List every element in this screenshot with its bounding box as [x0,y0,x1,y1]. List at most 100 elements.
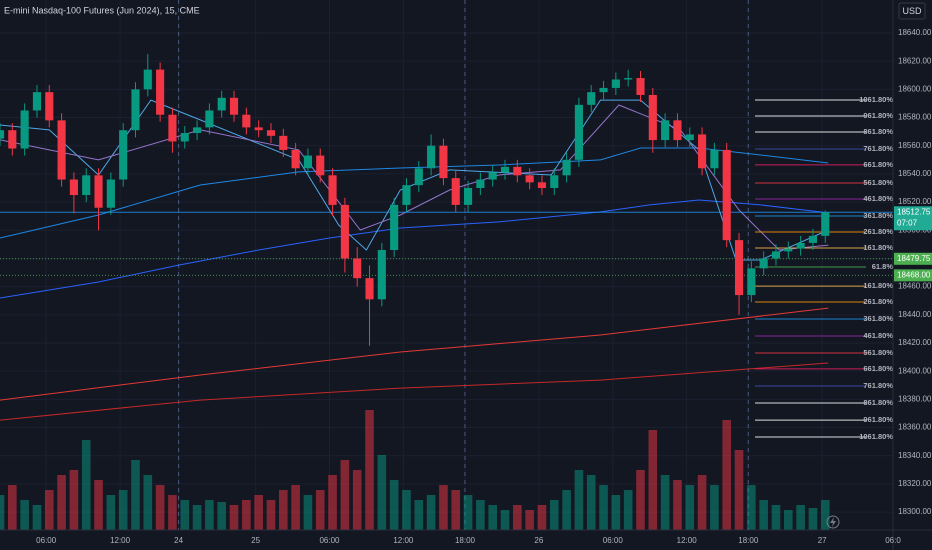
currency-button[interactable] [898,2,926,20]
y-tick-label: 18360.00 [898,423,932,432]
volume-bar [599,485,608,530]
candle-body [69,179,78,196]
volume-bar [476,500,485,530]
candle-body [242,114,251,128]
volume-bar [377,455,387,530]
volume-bar [710,485,719,530]
fib-label: 761.80% [863,381,893,390]
fib-label: 261.80% [863,297,893,306]
candle-body [808,235,818,243]
volume-bar [414,500,424,530]
volume-bar [242,500,251,530]
fib-label: 461.80% [863,331,893,340]
candle-body [476,179,485,188]
fib-label: 361.80% [863,211,893,220]
candle-body [698,134,707,169]
volume-bar [131,460,140,530]
fib-label: 661.80% [863,364,893,373]
fib-label: 661.80% [863,160,893,169]
candle-body [747,268,756,296]
price-label: 18468.00 [897,270,931,279]
price-label-box [894,252,932,265]
volume-bar [660,475,670,530]
candle-body [722,149,731,241]
volume-bar [192,505,202,530]
volume-bar [722,420,732,530]
candle-body [463,187,473,205]
fib-label: 561.80% [863,348,893,357]
volume-bar [266,500,276,530]
y-tick-label: 18620.00 [898,56,932,65]
volume-bar [747,485,756,530]
candle-body [254,127,263,131]
volume-bar [180,500,190,530]
volume-bar [820,500,830,530]
x-tick-label: 12:00 [393,536,414,545]
volume-bar [402,490,411,530]
volume-bar [562,490,571,530]
candle-body [796,242,805,249]
volume-bar [44,490,54,530]
chart-title: E-mini Nasdaq-100 Futures (Jun 2024), 15… [4,5,200,15]
candle-body [734,240,744,296]
candle-body [143,69,152,90]
candle-body [574,104,583,160]
lightning-icon[interactable] [826,515,840,529]
candle-body [205,110,214,128]
candle-body [710,149,719,169]
volume-bar [8,485,17,530]
y-tick-label: 18300.00 [898,507,932,516]
candle-body [537,182,547,188]
candle-body [427,145,436,169]
candle-body [279,135,288,150]
candle-body [328,175,337,205]
y-tick-label: 18580.00 [898,113,932,122]
candle-body [156,69,165,115]
x-tick-label: 06:0 [885,536,901,545]
volume-bar [278,490,288,530]
candle-body [119,130,128,180]
fib-label: 861.80% [863,127,893,136]
candle-body [402,185,411,205]
volume-bar [155,485,165,530]
candle-body [821,212,830,236]
volume-bar [229,505,239,530]
fib-label: 161.80% [863,281,893,290]
candle-body [8,130,17,149]
y-tick-label: 18540.00 [898,169,932,178]
candle-body [525,175,534,183]
volume-bar [648,430,658,530]
candle-body [193,127,202,134]
volume-bar [69,470,79,530]
volume-bar [439,485,448,530]
x-tick-label: 25 [251,536,260,545]
price-label: 18479.75 [897,254,931,263]
y-tick-label: 18380.00 [898,394,932,403]
x-tick-label: 18:00 [738,536,759,545]
volume-bar [734,450,744,530]
candle-body [636,78,645,95]
volume-bar [759,500,768,530]
y-tick-label: 18600.00 [898,84,932,93]
volume-bar [697,475,707,530]
candle-body [648,94,657,141]
candle-body [673,120,682,141]
fib-label: 961.80% [863,111,893,120]
candle-body [550,175,559,188]
candle-body [488,172,497,180]
volume-bar [513,505,522,530]
fib-label: 61.8% [872,262,894,271]
y-tick-label: 18440.00 [898,310,932,319]
currency[interactable]: USD [902,6,922,16]
moving-average [0,199,829,299]
x-tick-label: 26 [534,536,543,545]
y-tick-label: 18340.00 [898,451,932,460]
candle-body [513,166,522,176]
volume-bar [574,470,584,530]
volume-bar [303,495,313,530]
volume-bar [623,490,633,530]
x-tick-label: 06:00 [36,536,57,545]
volume-bar [463,495,473,530]
x-tick-label: 24 [174,536,183,545]
candle-body [217,97,226,111]
